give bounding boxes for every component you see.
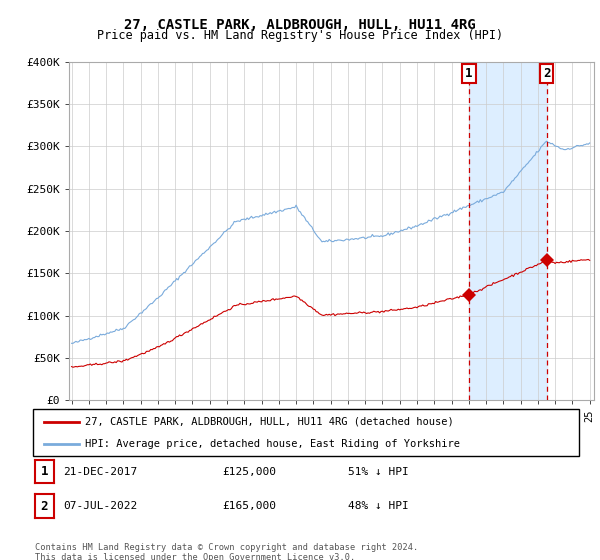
Text: 2: 2 — [543, 67, 550, 80]
Text: 48% ↓ HPI: 48% ↓ HPI — [348, 501, 409, 511]
Text: £125,000: £125,000 — [222, 466, 276, 477]
Text: 1: 1 — [41, 465, 48, 478]
Text: £165,000: £165,000 — [222, 501, 276, 511]
Bar — [469, 62, 547, 400]
Text: This data is licensed under the Open Government Licence v3.0.: This data is licensed under the Open Gov… — [35, 553, 355, 560]
Text: 21-DEC-2017: 21-DEC-2017 — [63, 466, 137, 477]
Text: 2: 2 — [41, 500, 48, 513]
Text: 27, CASTLE PARK, ALDBROUGH, HULL, HU11 4RG: 27, CASTLE PARK, ALDBROUGH, HULL, HU11 4… — [124, 18, 476, 32]
Text: Contains HM Land Registry data © Crown copyright and database right 2024.: Contains HM Land Registry data © Crown c… — [35, 543, 418, 552]
Text: 27, CASTLE PARK, ALDBROUGH, HULL, HU11 4RG (detached house): 27, CASTLE PARK, ALDBROUGH, HULL, HU11 4… — [85, 417, 454, 427]
Text: HPI: Average price, detached house, East Riding of Yorkshire: HPI: Average price, detached house, East… — [85, 438, 460, 449]
Text: 07-JUL-2022: 07-JUL-2022 — [63, 501, 137, 511]
Text: 51% ↓ HPI: 51% ↓ HPI — [348, 466, 409, 477]
Text: Price paid vs. HM Land Registry's House Price Index (HPI): Price paid vs. HM Land Registry's House … — [97, 29, 503, 42]
Text: 1: 1 — [465, 67, 473, 80]
